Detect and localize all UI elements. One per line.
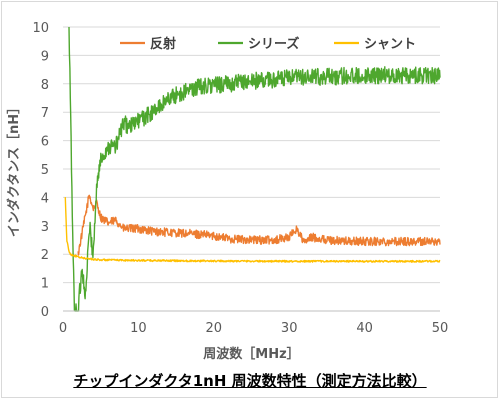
legend-label-1: 反射	[150, 36, 176, 52]
series-line-1	[77, 194, 441, 256]
y-tick-label-1: 1	[41, 277, 49, 292]
y-tick-label-10: 10	[32, 21, 49, 36]
y-tick-label-0: 0	[41, 305, 49, 320]
x-tick-label-50: 50	[432, 321, 449, 336]
y-tick-label-4: 4	[41, 191, 49, 206]
y-tick-label-8: 8	[41, 78, 49, 93]
x-tick-label-0: 0	[59, 321, 67, 336]
legend-label-3: シャント	[364, 37, 416, 52]
y-axis-label: インダクタンス［nH］	[6, 101, 22, 237]
x-tick-label-10: 10	[130, 321, 147, 336]
series-layer	[64, 26, 441, 312]
x-axis-label: 周波数［MHz］	[203, 346, 299, 362]
tick-labels: 0 1 2 3 4 5 6 7 8 9 10 0 10 20 30 40 50	[32, 21, 448, 336]
figure-caption: チップインダクタ1nH 周波数特性（測定方法比較）	[0, 370, 500, 391]
y-tick-label-2: 2	[41, 248, 49, 263]
x-tick-label-20: 20	[206, 321, 223, 336]
caption-text: チップインダクタ1nH 周波数特性（測定方法比較）	[73, 372, 427, 390]
x-tick-label-40: 40	[356, 321, 373, 336]
y-tick-label-5: 5	[41, 163, 49, 178]
y-tick-label-3: 3	[41, 220, 49, 235]
y-tick-label-9: 9	[41, 49, 49, 64]
y-tick-label-6: 6	[41, 135, 49, 150]
series-line-2	[68, 26, 441, 312]
legend: 反射 シリーズ シャント	[120, 36, 416, 52]
x-tick-label-30: 30	[281, 321, 298, 336]
series-line-3	[64, 197, 441, 263]
legend-label-2: シリーズ	[248, 36, 299, 52]
grid	[63, 26, 440, 284]
y-tick-label-7: 7	[41, 106, 49, 121]
